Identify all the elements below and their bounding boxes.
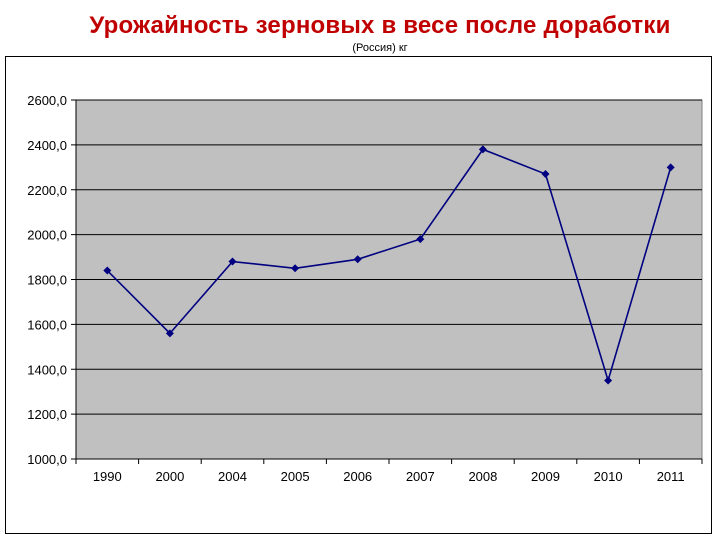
x-tick-label: 2005 bbox=[281, 469, 310, 484]
data-point-marker bbox=[604, 376, 613, 385]
x-tick-label: 1990 bbox=[93, 469, 122, 484]
y-tick-label: 1400,0 bbox=[27, 362, 67, 377]
y-tick-label: 2200,0 bbox=[27, 183, 67, 198]
data-point-marker bbox=[478, 145, 487, 154]
y-tick-label: 2400,0 bbox=[27, 138, 67, 153]
y-tick-label: 1600,0 bbox=[27, 317, 67, 332]
series-line bbox=[106, 148, 672, 384]
data-point-marker bbox=[103, 266, 112, 275]
chart-subtitle: (Россия) кг bbox=[352, 42, 408, 54]
data-point-marker bbox=[165, 329, 174, 338]
data-point-marker bbox=[666, 163, 675, 172]
data-point-marker bbox=[416, 235, 425, 244]
y-tick-label: 1200,0 bbox=[27, 407, 67, 422]
x-tick-label: 2006 bbox=[343, 469, 372, 484]
y-tick-label: 1000,0 bbox=[27, 452, 67, 467]
x-tick-label: 2010 bbox=[594, 469, 623, 484]
chart-frame bbox=[5, 56, 712, 534]
data-point-marker bbox=[541, 170, 550, 179]
data-point-marker bbox=[353, 255, 362, 264]
x-tick-label: 2008 bbox=[468, 469, 497, 484]
data-point-marker bbox=[228, 257, 237, 266]
x-tick-label: 2011 bbox=[657, 469, 685, 484]
x-tick-label: 2000 bbox=[155, 469, 184, 484]
y-tick-label: 2600,0 bbox=[27, 93, 67, 108]
y-tick-label: 1800,0 bbox=[27, 273, 67, 288]
data-point-marker bbox=[291, 264, 300, 273]
x-tick-label: 2009 bbox=[531, 469, 560, 484]
y-tick-label: 2000,0 bbox=[27, 228, 67, 243]
x-tick-label: 2007 bbox=[406, 469, 435, 484]
chart-title: Урожайность зерновых в весе после дорабо… bbox=[89, 12, 671, 39]
x-tick-label: 2004 bbox=[218, 469, 247, 484]
